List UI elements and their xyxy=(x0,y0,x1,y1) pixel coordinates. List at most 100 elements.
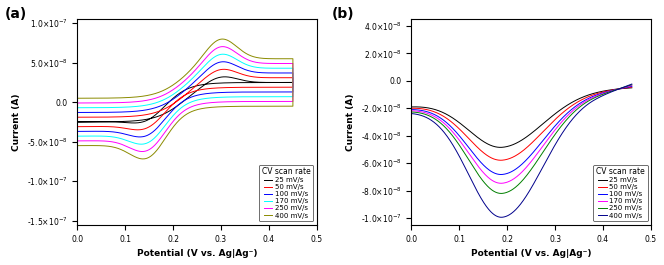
250 mV/s xyxy=(138,150,146,153)
100 mV/s xyxy=(130,110,138,113)
170 mV/s xyxy=(628,84,636,87)
50 mV/s xyxy=(407,107,415,110)
170 mV/s xyxy=(555,123,563,127)
400 mV/s xyxy=(261,57,269,60)
50 mV/s xyxy=(574,100,582,104)
Text: (b): (b) xyxy=(332,7,355,21)
100 mV/s xyxy=(219,60,227,63)
170 mV/s xyxy=(538,146,546,149)
100 mV/s xyxy=(574,103,582,106)
400 mV/s xyxy=(146,93,154,96)
Line: 400 mV/s: 400 mV/s xyxy=(411,84,632,217)
170 mV/s xyxy=(464,151,472,154)
250 mV/s xyxy=(464,157,472,160)
250 mV/s xyxy=(219,45,227,48)
170 mV/s xyxy=(407,109,415,112)
400 mV/s xyxy=(464,171,472,175)
400 mV/s xyxy=(278,105,286,108)
Line: 25 mV/s: 25 mV/s xyxy=(411,88,632,147)
170 mV/s xyxy=(130,105,138,108)
25 mV/s xyxy=(555,109,563,113)
Line: 400 mV/s: 400 mV/s xyxy=(77,39,293,159)
100 mV/s xyxy=(278,90,286,94)
100 mV/s xyxy=(136,135,144,139)
400 mV/s xyxy=(407,112,415,115)
X-axis label: Potential (V vs. Ag|Ag⁻): Potential (V vs. Ag|Ag⁻) xyxy=(137,249,257,258)
50 mV/s xyxy=(446,120,454,123)
250 mV/s xyxy=(538,153,546,156)
170 mV/s xyxy=(219,53,227,56)
170 mV/s xyxy=(269,95,277,98)
25 mV/s xyxy=(446,115,454,118)
Line: 50 mV/s: 50 mV/s xyxy=(411,87,632,160)
25 mV/s xyxy=(221,75,229,78)
250 mV/s xyxy=(555,128,563,131)
Line: 170 mV/s: 170 mV/s xyxy=(77,54,293,144)
400 mV/s xyxy=(574,112,582,115)
400 mV/s xyxy=(555,137,563,140)
25 mV/s xyxy=(218,75,226,78)
170 mV/s xyxy=(446,128,454,131)
X-axis label: Potential (V vs. Ag|Ag⁻): Potential (V vs. Ag|Ag⁻) xyxy=(471,249,592,258)
25 mV/s xyxy=(407,105,415,109)
100 mV/s xyxy=(628,85,636,88)
400 mV/s xyxy=(219,37,227,41)
25 mV/s xyxy=(73,120,81,123)
170 mV/s xyxy=(497,182,505,185)
100 mV/s xyxy=(555,120,563,123)
170 mV/s xyxy=(261,67,269,70)
50 mV/s xyxy=(220,68,228,71)
100 mV/s xyxy=(73,130,81,133)
50 mV/s xyxy=(73,125,81,128)
250 mV/s xyxy=(278,100,286,103)
250 mV/s xyxy=(628,83,636,86)
25 mV/s xyxy=(130,121,138,125)
50 mV/s xyxy=(130,114,138,118)
170 mV/s xyxy=(137,143,145,146)
170 mV/s xyxy=(218,53,226,56)
250 mV/s xyxy=(73,101,81,105)
250 mV/s xyxy=(507,189,515,192)
50 mV/s xyxy=(261,76,269,79)
25 mV/s xyxy=(628,86,636,89)
25 mV/s xyxy=(497,146,505,149)
100 mV/s xyxy=(497,173,505,176)
Y-axis label: Current (A): Current (A) xyxy=(347,93,355,151)
25 mV/s xyxy=(538,123,546,126)
50 mV/s xyxy=(278,86,286,89)
250 mV/s xyxy=(446,131,454,135)
25 mV/s xyxy=(574,98,582,101)
100 mV/s xyxy=(73,111,81,114)
Legend: 25 mV/s, 50 mV/s, 100 mV/s, 170 mV/s, 250 mV/s, 400 mV/s: 25 mV/s, 50 mV/s, 100 mV/s, 170 mV/s, 25… xyxy=(593,165,647,221)
100 mV/s xyxy=(261,71,269,74)
Line: 100 mV/s: 100 mV/s xyxy=(77,62,293,137)
250 mV/s xyxy=(497,192,505,195)
25 mV/s xyxy=(146,117,154,120)
400 mV/s xyxy=(628,82,636,86)
170 mV/s xyxy=(278,95,286,98)
Y-axis label: Current (A): Current (A) xyxy=(13,93,21,151)
Line: 100 mV/s: 100 mV/s xyxy=(411,86,632,174)
400 mV/s xyxy=(218,37,226,41)
25 mV/s xyxy=(269,81,277,84)
400 mV/s xyxy=(446,139,454,143)
100 mV/s xyxy=(269,90,277,94)
50 mV/s xyxy=(73,116,81,119)
100 mV/s xyxy=(218,60,226,63)
250 mV/s xyxy=(574,107,582,110)
170 mV/s xyxy=(507,179,515,182)
Line: 250 mV/s: 250 mV/s xyxy=(411,85,632,193)
250 mV/s xyxy=(130,100,138,103)
50 mV/s xyxy=(146,112,154,116)
170 mV/s xyxy=(73,106,81,109)
400 mV/s xyxy=(269,105,277,108)
Line: 25 mV/s: 25 mV/s xyxy=(77,77,293,123)
250 mV/s xyxy=(73,139,81,143)
25 mV/s xyxy=(278,81,286,84)
250 mV/s xyxy=(218,45,226,48)
25 mV/s xyxy=(73,120,81,123)
250 mV/s xyxy=(407,111,415,114)
100 mV/s xyxy=(146,108,154,111)
25 mV/s xyxy=(130,119,138,122)
400 mV/s xyxy=(507,212,515,215)
